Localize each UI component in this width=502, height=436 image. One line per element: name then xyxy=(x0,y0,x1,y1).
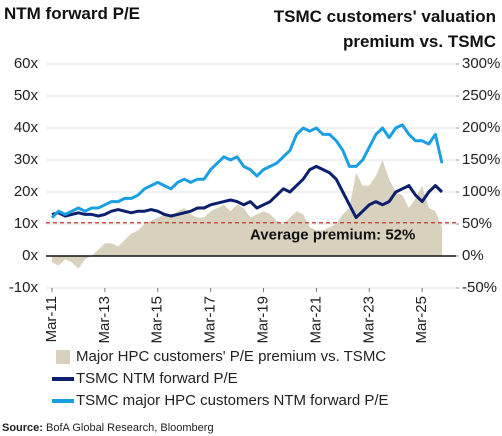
y2-tick-label: 300% xyxy=(462,55,500,72)
source: Source: BofA Global Research, Bloomberg xyxy=(2,422,214,434)
y-axis-title: NTM forward P/E xyxy=(4,4,141,23)
chart: -10x 0x 10x 20x 30x 40x 50x 60x -50% 0% 50% 100% 150… xyxy=(9,55,501,409)
y2-tick-label: 0% xyxy=(462,247,484,264)
x-tick-label: Mar-21 xyxy=(307,296,324,344)
y2-tick-label: 100% xyxy=(462,183,500,200)
y-tick-label: 30x xyxy=(14,151,39,168)
x-tick-label: Mar-17 xyxy=(202,296,219,344)
legend-label: TSMC major HPC customers NTM forward P/E xyxy=(76,392,389,409)
y2-tick-label: 200% xyxy=(462,119,500,136)
y2-axis-title: TSMC customers' valuation premium vs. TS… xyxy=(273,7,496,51)
y2-tick-label: 50% xyxy=(462,215,492,232)
x-tick-label: Mar-15 xyxy=(149,296,166,344)
y-tick-label: 40x xyxy=(14,119,39,136)
x-tick-label: Mar-11 xyxy=(43,296,60,342)
pe-line xyxy=(51,164,444,220)
y-tick-label: 10x xyxy=(14,215,39,232)
premium-area xyxy=(52,160,442,269)
legend-label: TSMC NTM forward P/E xyxy=(76,370,238,387)
legend-label: Major HPC customers' P/E premium vs. TSM… xyxy=(76,348,386,365)
y-tick-label: 60x xyxy=(14,55,39,72)
x-tick-label: Mar-19 xyxy=(254,296,271,344)
x-tick-label: Mar-13 xyxy=(96,296,113,344)
x-tick-label: Mar-23 xyxy=(360,296,377,344)
source-text: BofA Global Research, Bloomberg xyxy=(46,422,214,434)
y2-tick-label: 150% xyxy=(462,151,500,168)
y-tick-label: 0x xyxy=(22,247,38,264)
y-tick-label: -10x xyxy=(9,279,39,296)
y2-tick-label: -50% xyxy=(462,279,497,296)
y2-tick-label: 250% xyxy=(462,87,500,104)
annotation: Average premium: 52% xyxy=(250,227,415,244)
legend-swatch xyxy=(56,350,70,364)
y-tick-label: 20x xyxy=(14,183,39,200)
pe-line xyxy=(50,123,444,219)
y-tick-label: 50x xyxy=(14,87,39,104)
x-tick-label: Mar-25 xyxy=(413,296,430,344)
source-label: Source: xyxy=(2,422,43,434)
